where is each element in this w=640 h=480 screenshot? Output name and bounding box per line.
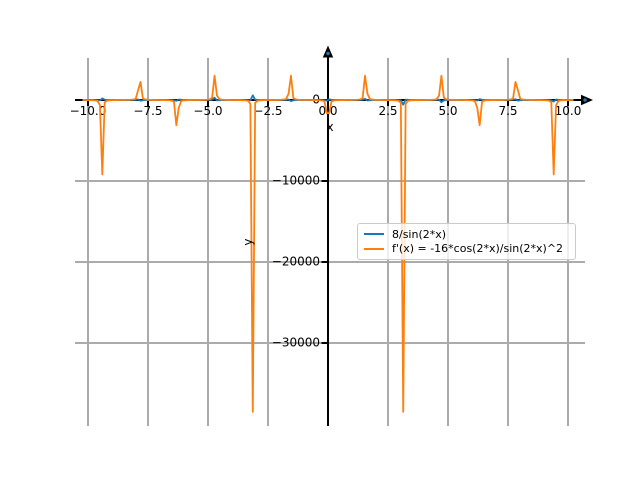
series-line-1 <box>82 74 574 413</box>
legend-item: f'(x) = -16*cos(2*x)/sin(2*x)^2 <box>364 242 569 255</box>
legend: 8/sin(2*x) f'(x) = -16*cos(2*x)/sin(2*x)… <box>357 223 576 260</box>
x-tick-label: −5.0 <box>193 104 222 118</box>
x-tick-label: 5.0 <box>438 104 457 118</box>
x-tick-label: 7.5 <box>498 104 517 118</box>
legend-line-swatch-blue <box>364 232 384 236</box>
x-tick-label: −7.5 <box>133 104 162 118</box>
y-tick-label: −10000 <box>272 173 320 187</box>
y-axis-arrow-icon <box>322 45 334 58</box>
legend-line-swatch-orange <box>364 247 384 251</box>
legend-label: f'(x) = -16*cos(2*x)/sin(2*x)^2 <box>392 242 564 256</box>
x-tick-label: −10.0 <box>70 104 107 118</box>
y-tick-label: −20000 <box>272 254 320 268</box>
x-tick-label: −2.5 <box>253 104 282 118</box>
x-tick-label: 10.0 <box>555 104 582 118</box>
legend-item: 8/sin(2*x) <box>364 228 569 241</box>
legend-label: 8/sin(2*x) <box>392 227 447 241</box>
x-axis-label: x <box>326 120 334 134</box>
y-axis-label: y <box>241 238 255 246</box>
y-axis-arrow-dot <box>326 51 330 56</box>
x-tick-label: 2.5 <box>378 104 397 118</box>
x-axis-arrow-icon <box>581 94 593 106</box>
x-axis-arrow-dot <box>583 98 587 102</box>
y-tick-label: −30000 <box>272 335 320 349</box>
